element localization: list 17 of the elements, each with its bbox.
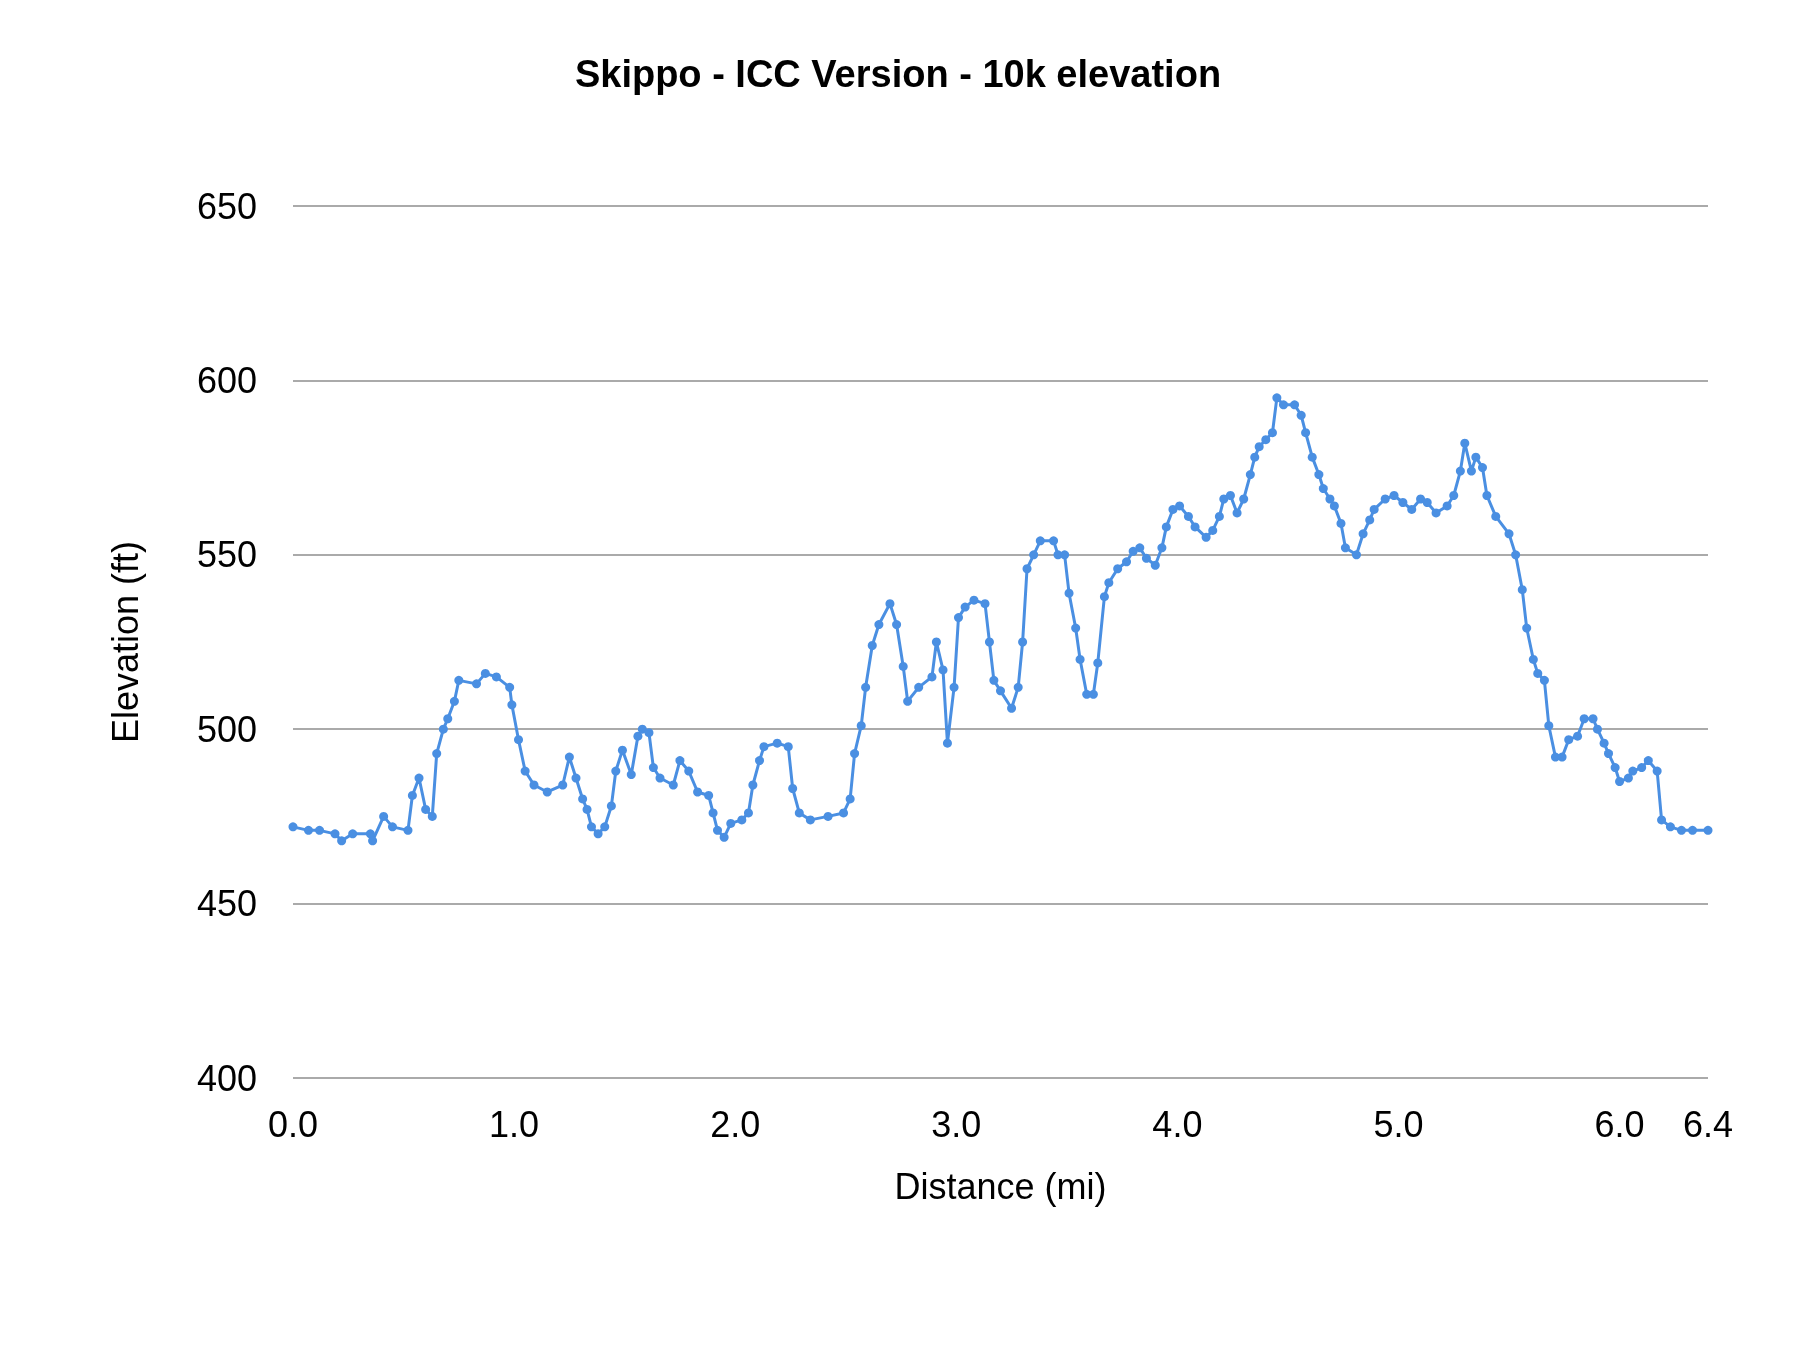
x-tick-label: 5.0 — [1373, 1103, 1424, 1145]
x-tick-label: 6.4 — [1682, 1103, 1734, 1145]
x-tick-label: 1.0 — [489, 1103, 540, 1145]
x-tick-label: 4.0 — [1152, 1103, 1203, 1145]
y-tick-label: 450 — [196, 883, 257, 925]
x-tick-label: 6.0 — [1594, 1103, 1645, 1145]
y-tick-label: 550 — [196, 534, 257, 576]
x-axis-title: Distance (mi) — [894, 1165, 1107, 1207]
y-tick-label: 400 — [196, 1057, 257, 1099]
x-tick-label: 3.0 — [931, 1103, 982, 1145]
chart-title: Skippo - ICC Version - 10k elevation — [574, 53, 1222, 95]
x-tick-label: 0.0 — [267, 1103, 319, 1145]
x-tick-label: 2.0 — [710, 1103, 761, 1145]
y-tick-label: 600 — [196, 359, 257, 401]
y-tick-label: 500 — [196, 708, 257, 750]
y-axis-title: Elevation (ft) — [104, 540, 146, 744]
y-tick-label: 650 — [196, 185, 257, 227]
